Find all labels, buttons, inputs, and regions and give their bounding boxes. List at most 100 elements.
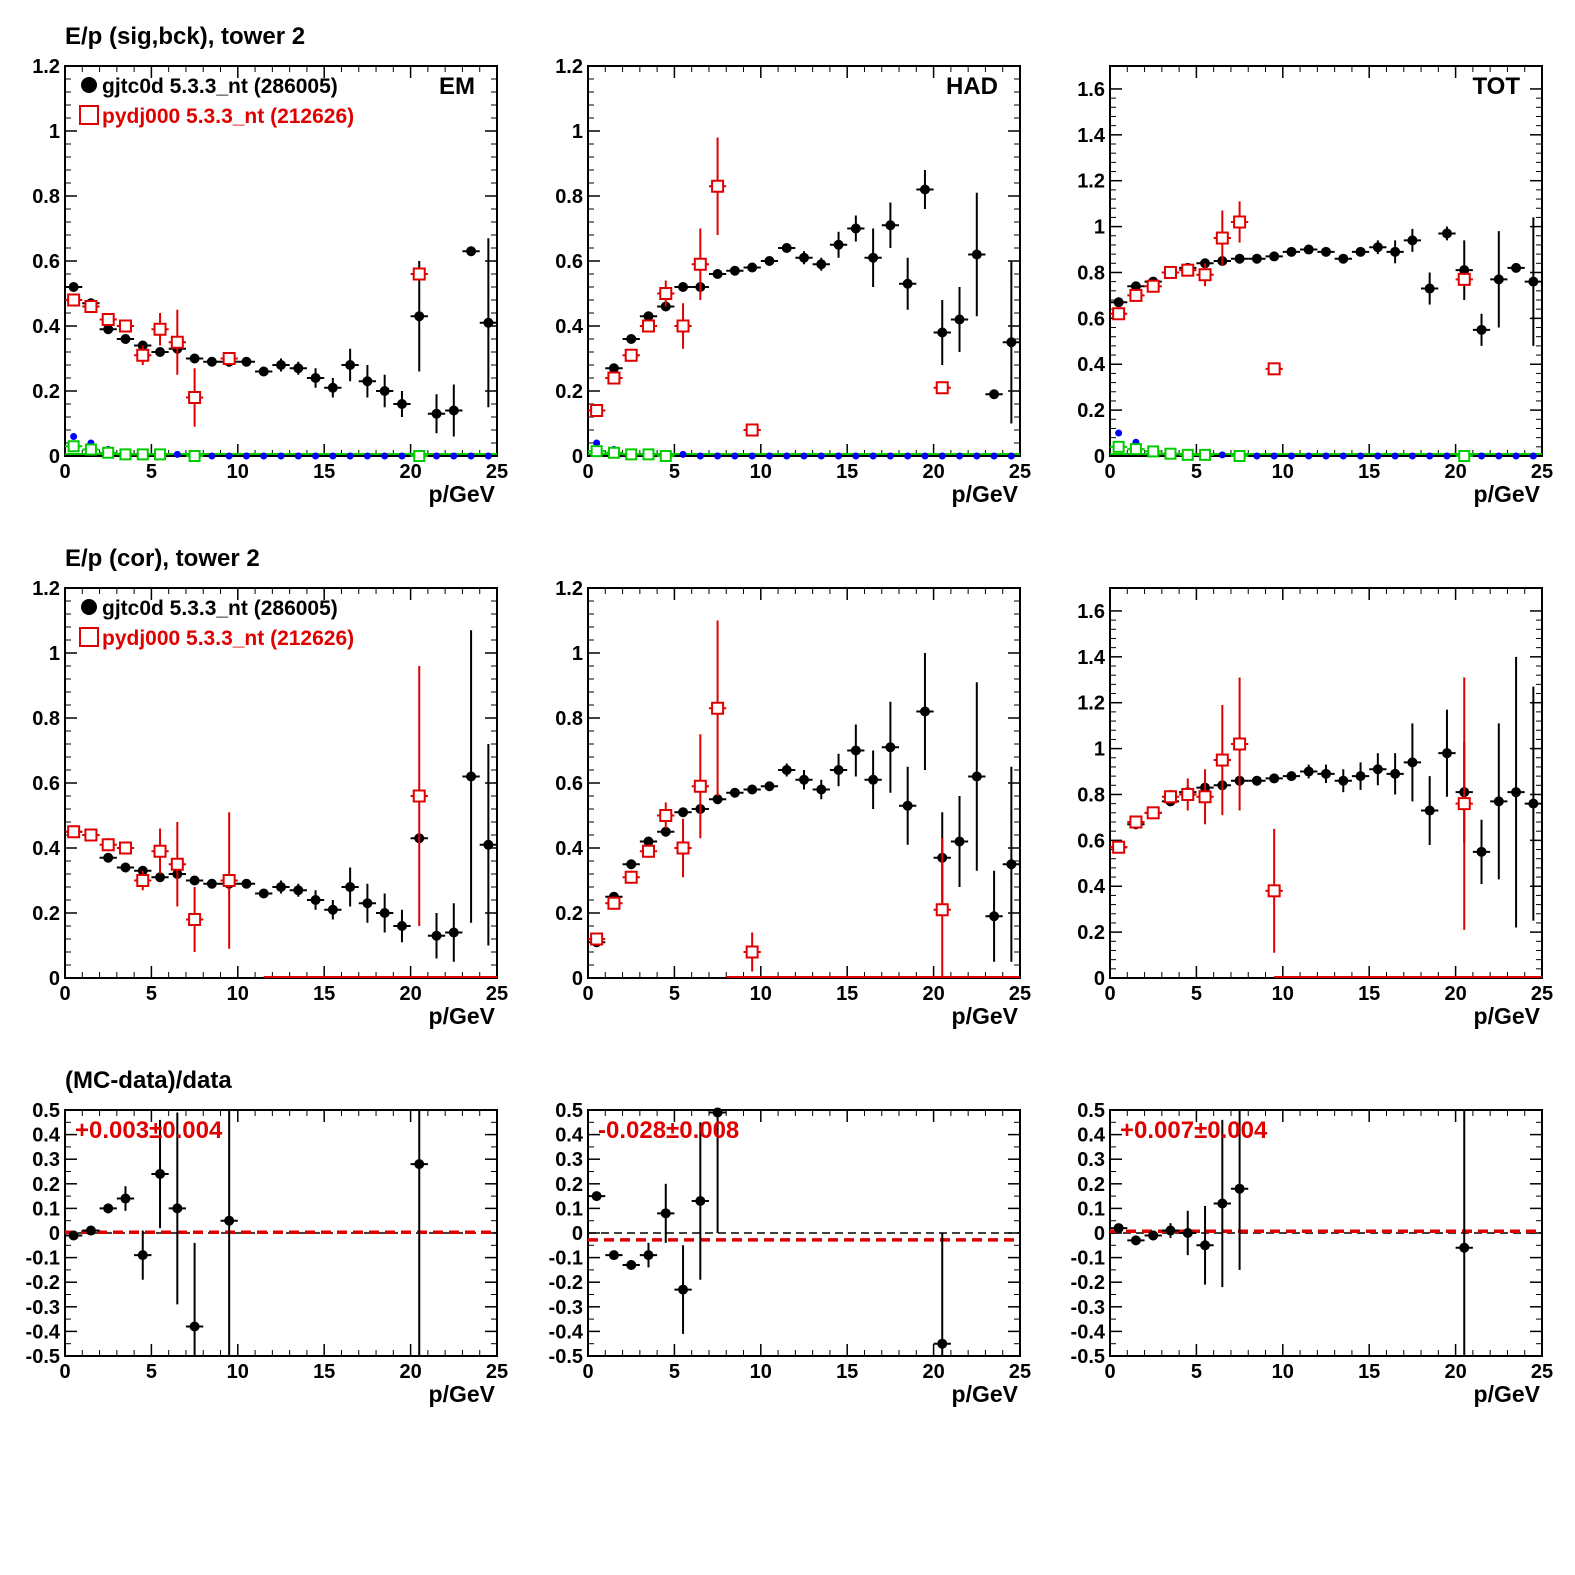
x-tick-label: 10: [1272, 1361, 1294, 1383]
mc-point: [693, 257, 707, 271]
y-tick-label: 1.2: [32, 56, 60, 78]
background-point: [938, 452, 946, 460]
mc-point: [1163, 790, 1177, 804]
data-point: [155, 347, 166, 357]
y-tick-label: -0.3: [549, 1297, 583, 1319]
mc-point: [1181, 263, 1195, 277]
data-point: [1407, 235, 1418, 246]
mc-point: [693, 779, 707, 793]
data-point: [1459, 1242, 1470, 1253]
corner-label: TOT: [1472, 73, 1520, 100]
background-mc-point: [1112, 440, 1125, 453]
background-mc-point: [102, 446, 115, 459]
mc-point: [1129, 288, 1143, 302]
corner-label: HAD: [946, 73, 998, 100]
data-point: [989, 911, 1000, 922]
x-tick-label: 0: [582, 461, 593, 483]
data-point: [379, 386, 390, 396]
background-point: [1253, 452, 1261, 460]
x-axis-label: p/GeV: [1474, 1381, 1541, 1407]
data-point: [241, 356, 252, 367]
y-tick-label: 0: [572, 1223, 583, 1245]
data-point: [989, 389, 1000, 400]
mc-point: [590, 932, 604, 946]
data-point: [276, 882, 286, 892]
y-tick-label: 0.6: [555, 251, 583, 273]
data-point: [885, 742, 896, 753]
x-tick-label: 20: [1444, 1361, 1466, 1383]
x-axis-label: p/GeV: [429, 1003, 496, 1029]
mc-point: [1112, 840, 1126, 854]
background-point: [835, 452, 843, 460]
x-tick-label: 20: [1444, 461, 1466, 483]
x-tick-label: 0: [59, 1361, 70, 1383]
mc-point: [412, 267, 426, 281]
y-tick-label: 0: [1094, 1223, 1105, 1245]
mc-point: [153, 844, 167, 858]
y-tick-label: 0.4: [555, 316, 584, 338]
background-mc-point: [642, 448, 655, 461]
legend-entry-mc: pydj000 5.3.3_nt (212626): [102, 627, 354, 650]
data-point: [345, 360, 356, 370]
data-point: [68, 282, 79, 292]
data-point: [626, 859, 637, 870]
x-tick-label: 10: [227, 1361, 249, 1383]
data-point: [1251, 253, 1262, 264]
background-mc-point: [1458, 450, 1471, 462]
data-point: [695, 1196, 706, 1207]
background-point: [277, 452, 285, 460]
data-point: [1355, 771, 1366, 782]
data-point: [103, 852, 114, 863]
y-tick-label: 0.8: [32, 708, 60, 730]
mc-point: [1215, 231, 1229, 245]
background-point: [381, 452, 389, 460]
background-point: [1426, 452, 1434, 460]
x-tick-label: 15: [313, 1361, 335, 1383]
background-point: [956, 452, 964, 460]
mc-point: [1233, 215, 1247, 229]
y-tick-label: 0.2: [555, 381, 583, 403]
data-point: [1390, 246, 1401, 257]
mc-point: [136, 348, 150, 362]
data-point: [608, 363, 619, 374]
y-tick-label: -0.5: [549, 1346, 583, 1368]
data-point: [1511, 262, 1522, 273]
data-point: [1321, 246, 1331, 257]
panels: 0 5 10 15 20 2500.20.40.60.811.2p/GeVEMgjtc0d…: [26, 56, 1554, 1407]
data-point: [310, 895, 321, 905]
data-point: [591, 1191, 602, 1202]
x-tick-label: 0: [1104, 983, 1115, 1005]
x-tick-label: 0: [1104, 1361, 1115, 1383]
row-titles: E/p (sig,bck), tower 2 E/p (cor), tower …: [65, 23, 305, 1094]
data-point: [1511, 787, 1522, 798]
x-tick-label: 10: [227, 461, 249, 483]
data-point: [850, 223, 861, 234]
y-tick-label: -0.3: [1071, 1297, 1105, 1319]
background-point: [346, 452, 354, 460]
data-point: [626, 1259, 637, 1270]
legend-entry-data: gjtc0d 5.3.3_nt (286005): [102, 75, 338, 98]
x-tick-label: 15: [836, 983, 858, 1005]
data-point: [712, 1107, 723, 1118]
mc-point: [1181, 787, 1195, 801]
data-point: [1441, 228, 1452, 239]
mc-point: [935, 381, 949, 395]
background-mc-point: [136, 448, 149, 461]
mc-point: [624, 348, 638, 362]
y-tick-label: 0.3: [555, 1149, 583, 1171]
background-mc-point: [1164, 447, 1177, 460]
x-tick-label: 20: [399, 461, 421, 483]
mc-point: [153, 322, 167, 336]
data-point: [1006, 859, 1017, 870]
series-0: [65, 238, 497, 437]
data-point: [919, 706, 930, 717]
y-tick-label: 0.2: [32, 381, 60, 403]
data-point: [258, 888, 269, 899]
series-3: [588, 445, 675, 462]
data-point: [1269, 251, 1280, 262]
x-tick-label: 25: [1531, 1361, 1553, 1383]
data-point: [1286, 246, 1297, 257]
x-tick-label: 5: [669, 983, 680, 1005]
data-point: [362, 376, 373, 387]
y-tick-label: 0.6: [555, 773, 583, 795]
